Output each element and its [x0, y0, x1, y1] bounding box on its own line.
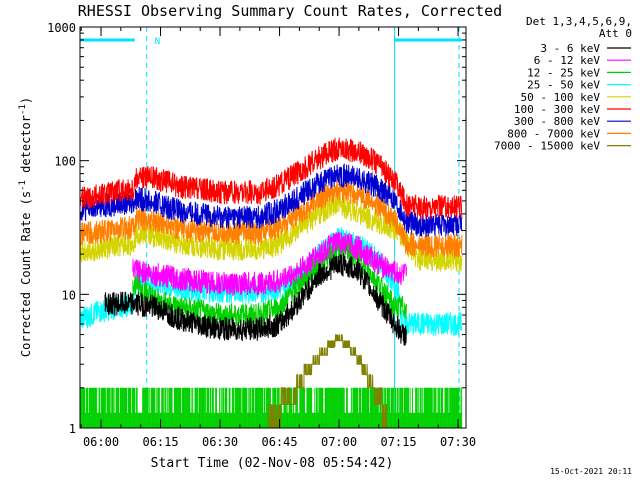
- x-tick-label: 06:00: [83, 435, 119, 449]
- y-axis: 1 10 100 1000: [47, 21, 466, 436]
- legend-label: 3 - 6 keV: [540, 42, 600, 55]
- legend-label: 50 - 100 keV: [521, 91, 601, 104]
- series-line: [104, 253, 407, 346]
- legend-label: 12 - 25 keV: [527, 66, 600, 79]
- y-axis-label-mid: detector: [19, 115, 33, 180]
- x-tick-label: 06:30: [202, 435, 238, 449]
- x-tick-label: 07:30: [440, 435, 476, 449]
- y-tick-label: 1: [69, 422, 76, 436]
- legend-header-line: Att 0: [599, 27, 632, 40]
- y-tick-label: 100: [54, 155, 76, 169]
- legend-label: 6 - 12 keV: [534, 54, 601, 67]
- series-line: [80, 163, 463, 238]
- x-tick-label: 07:15: [380, 435, 416, 449]
- legend-header-line: Det 1,3,4,5,6,9,: [526, 15, 632, 28]
- chart-title: RHESSI Observing Summary Count Rates, Co…: [78, 2, 502, 20]
- plot-frame: [79, 26, 467, 429]
- legend-label: 100 - 300 keV: [514, 103, 600, 116]
- y-axis-label-sup1: -1: [18, 180, 28, 191]
- x-tick-label: 06:45: [261, 435, 297, 449]
- x-tick-label: 07:00: [321, 435, 357, 449]
- series-line: [267, 334, 388, 428]
- series-line: [132, 231, 407, 297]
- legend-label: 800 - 7000 keV: [507, 127, 600, 140]
- y-tick-label: 1000: [47, 21, 76, 35]
- y-axis-label-sup2: -1: [18, 104, 28, 115]
- svg-text:Corrected Count Rate (s-1 dete: Corrected Count Rate (s-1 detector-1): [18, 97, 33, 357]
- legend-label: 25 - 50 keV: [527, 79, 600, 92]
- legend-label: 300 - 800 keV: [514, 115, 600, 128]
- y-axis-label: Corrected Count Rate (s-1 detector-1): [18, 97, 33, 357]
- footer-date: 15-Oct-2021 20:11: [550, 467, 632, 476]
- y-axis-label-end: ): [19, 97, 33, 104]
- annotation-label: N: [155, 37, 160, 47]
- x-axis: 06:00 06:15 06:30 06:45 07:00 07:15 07:30: [80, 27, 476, 449]
- x-axis-label: Start Time (02-Nov-08 05:54:42): [151, 456, 394, 471]
- legend-label: 7000 - 15000 keV: [494, 140, 600, 153]
- y-axis-label-main: Corrected Count Rate (s: [19, 191, 33, 357]
- x-tick-label: 06:15: [142, 435, 178, 449]
- series-line: [80, 137, 463, 220]
- y-tick-label: 10: [62, 288, 76, 302]
- legend-header: Det 1,3,4,5,6,9,Att 0: [526, 15, 632, 40]
